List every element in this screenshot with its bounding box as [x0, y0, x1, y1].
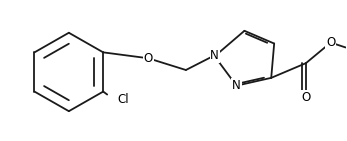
Text: O: O	[144, 52, 153, 65]
Text: O: O	[326, 36, 335, 49]
Text: Cl: Cl	[117, 93, 129, 106]
Text: N: N	[210, 49, 219, 62]
Text: N: N	[232, 79, 241, 92]
Text: O: O	[301, 91, 311, 104]
